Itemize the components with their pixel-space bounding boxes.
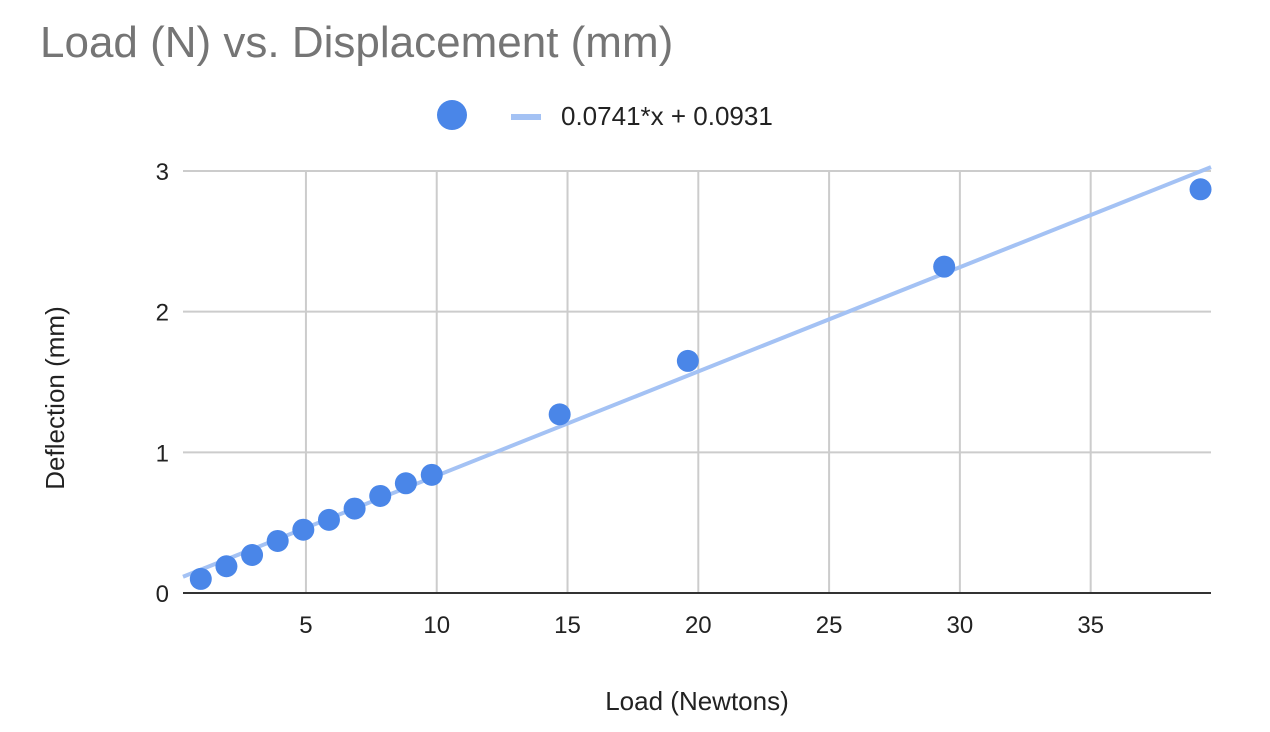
x-tick-label: 5: [299, 612, 312, 639]
data-point: [548, 403, 571, 426]
y-tick-label: 1: [156, 440, 169, 467]
data-point: [343, 497, 366, 520]
data-point: [394, 472, 417, 495]
x-axis-label: Load (Newtons): [605, 686, 789, 716]
data-points: [189, 178, 1212, 590]
data-point: [317, 508, 340, 531]
data-point: [420, 463, 443, 486]
data-point: [1189, 178, 1212, 201]
x-tick-label: 25: [816, 612, 843, 639]
data-point: [369, 484, 392, 507]
x-tick-label: 20: [685, 612, 712, 639]
data-point: [676, 349, 699, 372]
x-tick-labels: 5 10 15 20 25 30 35: [299, 612, 1104, 639]
x-tick-label: 35: [1077, 612, 1104, 639]
y-tick-labels: 0 1 2 3: [156, 159, 169, 608]
grid-lines: [183, 170, 1211, 593]
y-axis-label: Deflection (mm): [40, 306, 70, 489]
legend-trendline-label: 0.0741*x + 0.0931: [561, 101, 773, 131]
data-point: [933, 255, 956, 278]
y-tick-label: 0: [156, 581, 169, 608]
legend-series-marker: [437, 100, 467, 130]
data-point: [292, 518, 315, 541]
data-point: [241, 544, 264, 567]
chart-title: Load (N) vs. Displacement (mm): [40, 18, 674, 67]
x-tick-label: 30: [947, 612, 974, 639]
data-point: [266, 529, 289, 552]
legend: 0.0741*x + 0.0931: [437, 100, 773, 131]
x-tick-label: 10: [423, 612, 450, 639]
data-point: [189, 567, 212, 590]
x-tick-label: 15: [554, 612, 581, 639]
y-tick-label: 3: [156, 159, 169, 186]
data-point: [215, 555, 238, 578]
y-tick-label: 2: [156, 300, 169, 327]
